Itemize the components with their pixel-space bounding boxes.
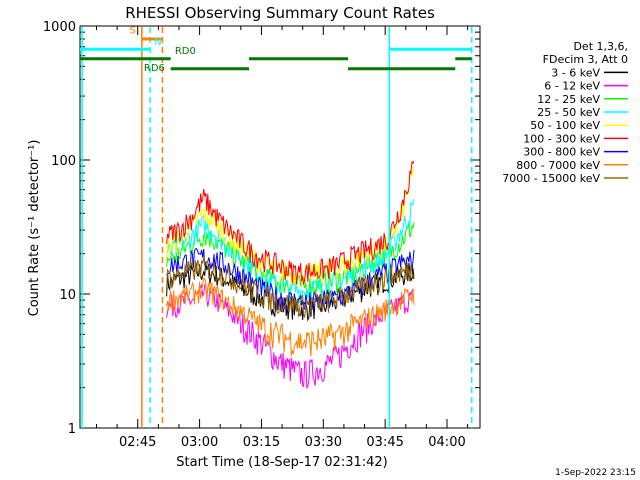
legend-header: Det 1,3,6, <box>573 40 628 53</box>
series-line-5 <box>166 160 415 285</box>
legend-label: 3 - 6 keV <box>551 66 600 79</box>
x-axis: 02:45 03:00 03:15 03:30 03:45 04:00 <box>95 26 469 450</box>
y-axis-label: Count Rate (s⁻¹ detector⁻¹) <box>27 140 42 317</box>
legend-label: 300 - 800 keV <box>523 146 600 159</box>
saa-label: S <box>129 25 135 36</box>
x-tick-label: 03:45 <box>366 435 403 450</box>
x-tick-label: 02:45 <box>119 435 156 450</box>
y-axis: 1 10 100 1000 <box>43 20 480 437</box>
plot-area <box>166 160 415 389</box>
rd0-label: RD0 <box>175 46 196 57</box>
y-tick-label: 1 <box>68 422 76 437</box>
legend-label: 800 - 7000 keV <box>516 159 600 172</box>
series-line-7 <box>166 277 415 357</box>
legend-label: 100 - 300 keV <box>523 132 600 145</box>
legend-label: 12 - 25 keV <box>537 93 600 106</box>
x-tick-label: 03:30 <box>305 435 342 450</box>
footer-timestamp: 1-Sep-2022 23:15 <box>555 468 636 478</box>
legend-header: FDecim 3, Att 0 <box>543 53 628 66</box>
series-line-1 <box>166 284 415 389</box>
x-axis-label: Start Time (18-Sep-17 02:31:42) <box>176 455 387 470</box>
x-tick-label: 04:00 <box>428 435 465 450</box>
y-tick-label: 1000 <box>43 20 76 35</box>
legend-label: 50 - 100 keV <box>530 119 600 132</box>
series-line-4 <box>166 166 415 287</box>
legend-label: 7000 - 15000 keV <box>502 172 600 185</box>
plot-frame <box>79 25 481 429</box>
y-tick-label: 100 <box>51 154 76 169</box>
night-label: N <box>154 37 161 48</box>
legend-label: 25 - 50 keV <box>537 106 600 119</box>
chart-title: RHESSI Observing Summary Count Rates <box>125 4 435 22</box>
rd6-label: RD6 <box>144 63 165 74</box>
y-tick-label: 10 <box>59 288 76 303</box>
series-line-8 <box>166 256 415 319</box>
annotations: S N RD0 RD6 <box>80 25 473 428</box>
x-tick-label: 03:00 <box>181 435 218 450</box>
x-tick-label: 03:15 <box>243 435 280 450</box>
legend-label: 6 - 12 keV <box>544 80 600 93</box>
